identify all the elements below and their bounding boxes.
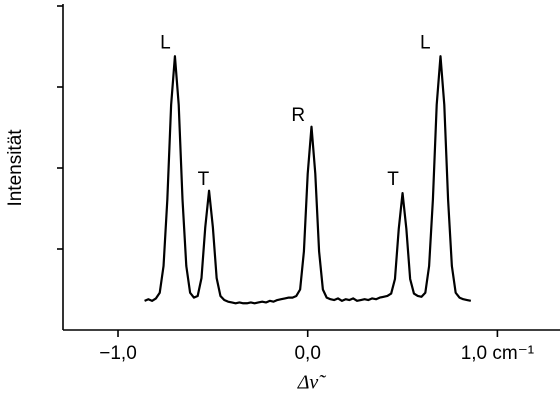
x-tick-label: 1,0 cm⁻¹ [461,343,534,364]
x-tick-label: 0,0 [294,343,320,364]
peak-label: L [160,32,171,53]
peak-label: R [291,105,305,126]
y-axis-label: Intensität [5,129,26,207]
peak-label: T [387,169,399,190]
x-tick-label: −1,0 [99,343,137,364]
x-axis-label: Δν̃ [297,372,327,394]
peak-label: L [420,32,431,53]
peak-label: T [198,169,210,190]
spectrum-line [144,55,472,305]
